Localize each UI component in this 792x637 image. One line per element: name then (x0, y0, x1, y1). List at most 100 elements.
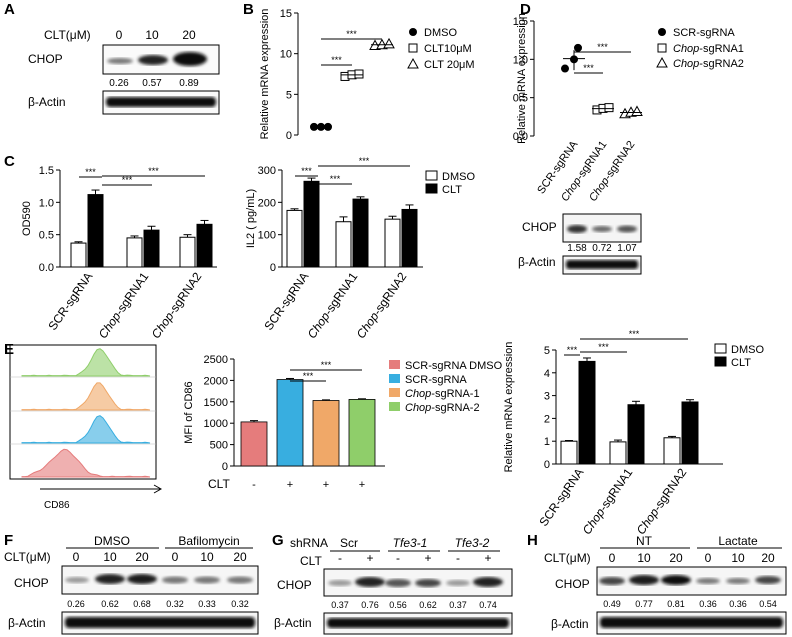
legend-label: SCR-sgRNA DMSO (405, 360, 503, 372)
band-quant: 0.37 (449, 600, 467, 610)
band-quant: 0.26 (109, 78, 129, 89)
chop-band (227, 576, 253, 584)
group-label: Bafilomycin (178, 534, 239, 548)
panel-letter-f: F (4, 532, 13, 549)
clt-sign: - (338, 551, 342, 565)
panel-letter-g: G (272, 532, 284, 549)
significance-stars: *** (629, 329, 640, 339)
dose-label: 10 (637, 551, 651, 565)
histogram (21, 382, 151, 411)
band-quant: 0.76 (361, 600, 379, 610)
group-label: Lactate (718, 534, 758, 548)
actin-band (65, 617, 255, 628)
y-tick-label: 0 (222, 461, 228, 473)
category-label: Chop-sgRNA2 (149, 269, 205, 341)
data-point (631, 105, 643, 116)
band-quant: 0.36 (729, 599, 747, 609)
arrow-head (153, 484, 163, 494)
bar (384, 218, 401, 268)
significance-stars: *** (346, 29, 357, 39)
legend-label: CLT (442, 184, 462, 196)
category-label: Chop-sgRNA2 (354, 269, 410, 341)
actin-band (106, 97, 216, 107)
significance-stars: *** (359, 156, 370, 166)
legend-label: Chop-sgRNA1 (673, 43, 744, 55)
band-quant: 0.81 (667, 599, 685, 609)
data-point (317, 122, 325, 131)
y-axis-label: Relative mRNA expression (503, 342, 515, 473)
legend-swatch (425, 170, 438, 181)
band-label-chop: CHOP (522, 220, 557, 234)
y-tick-label: 15 (280, 8, 292, 20)
legend-label: DMSO (731, 344, 764, 356)
panel-e-mrna-chart: 0 1 2 3 4 5 Relative mRNA expression *** *** *** D… (503, 329, 764, 537)
clt-sign: + (484, 551, 491, 565)
group-label: Scr (340, 536, 358, 550)
bar (303, 180, 320, 268)
legend-swatch (425, 183, 438, 194)
bar (143, 229, 160, 268)
band-quant: 1.07 (617, 243, 637, 254)
group-label: NT (636, 534, 653, 548)
y-tick-label: 300 (258, 165, 276, 177)
bar (196, 223, 213, 268)
significance-stars: *** (148, 166, 159, 176)
clt-sign: + (359, 479, 365, 491)
data-point (408, 43, 418, 53)
significance-stars: *** (583, 63, 594, 73)
band-quant: 0.37 (331, 600, 349, 610)
chop-band (696, 578, 720, 584)
panel-g-blot: shRNA Scr Tfe3-1 Tfe3-2 CLT - + - + - + … (274, 536, 513, 635)
category-label: SCR-sgRNA (536, 466, 586, 529)
y-tick-label: 0 (270, 262, 276, 274)
y-tick-label: 5 (286, 89, 292, 101)
y-axis-label: Relative mRNA expression (516, 13, 528, 144)
dose-label: 10 (731, 551, 745, 565)
chop-band (567, 225, 587, 233)
legend-label: SCR-sgRNA (673, 27, 735, 39)
chop-blot-frame (61, 565, 259, 595)
y-tick-label: 1.5 (513, 16, 528, 28)
y-tick-label: 0 (286, 130, 292, 142)
band-label-chop: CHOP (28, 52, 63, 66)
clt-sign: + (287, 479, 293, 491)
significance-stars: *** (597, 42, 608, 52)
flow-frame (9, 344, 157, 480)
band-quant: 0.36 (699, 599, 717, 609)
bar (179, 236, 196, 268)
chop-band (661, 575, 691, 585)
category-label: SCR-sgRNA (261, 270, 311, 333)
bar (352, 198, 369, 268)
clt-sign: - (456, 551, 460, 565)
significance-stars: *** (85, 167, 96, 177)
data-point (604, 103, 614, 113)
legend-swatch (714, 356, 727, 367)
legend-swatch (389, 402, 400, 411)
data-point (409, 28, 417, 36)
y-tick-label: 1.0 (39, 197, 54, 209)
panel-e-flow-histograms: CD86 (9, 344, 163, 511)
significance-stars: *** (598, 342, 609, 352)
panel-letter-h: H (527, 532, 538, 549)
actin-band (600, 617, 783, 628)
band-quant: 0.32 (166, 599, 184, 609)
bar (126, 237, 143, 268)
clt-sign: + (323, 479, 329, 491)
y-tick-label: 4 (544, 368, 550, 380)
significance-stars: *** (567, 345, 578, 355)
legend-label: Chop-sgRNA-2 (405, 402, 480, 414)
y-axis-label: MFI of CD86 (183, 381, 195, 443)
band-label-actin: β-Actin (274, 616, 312, 630)
chop-band (473, 577, 503, 587)
bar (240, 421, 268, 467)
y-axis-label: IL2 ( pg/mL) (245, 189, 257, 248)
band-quant: 0.77 (635, 599, 653, 609)
panel-b-chart: 0 5 10 15 Relative mRNA expression *** *** DMSO… (259, 8, 475, 142)
band-quant: 0.54 (759, 599, 777, 609)
chop-band (162, 576, 188, 584)
dose-label: 20 (761, 551, 775, 565)
legend-swatch (389, 360, 400, 369)
